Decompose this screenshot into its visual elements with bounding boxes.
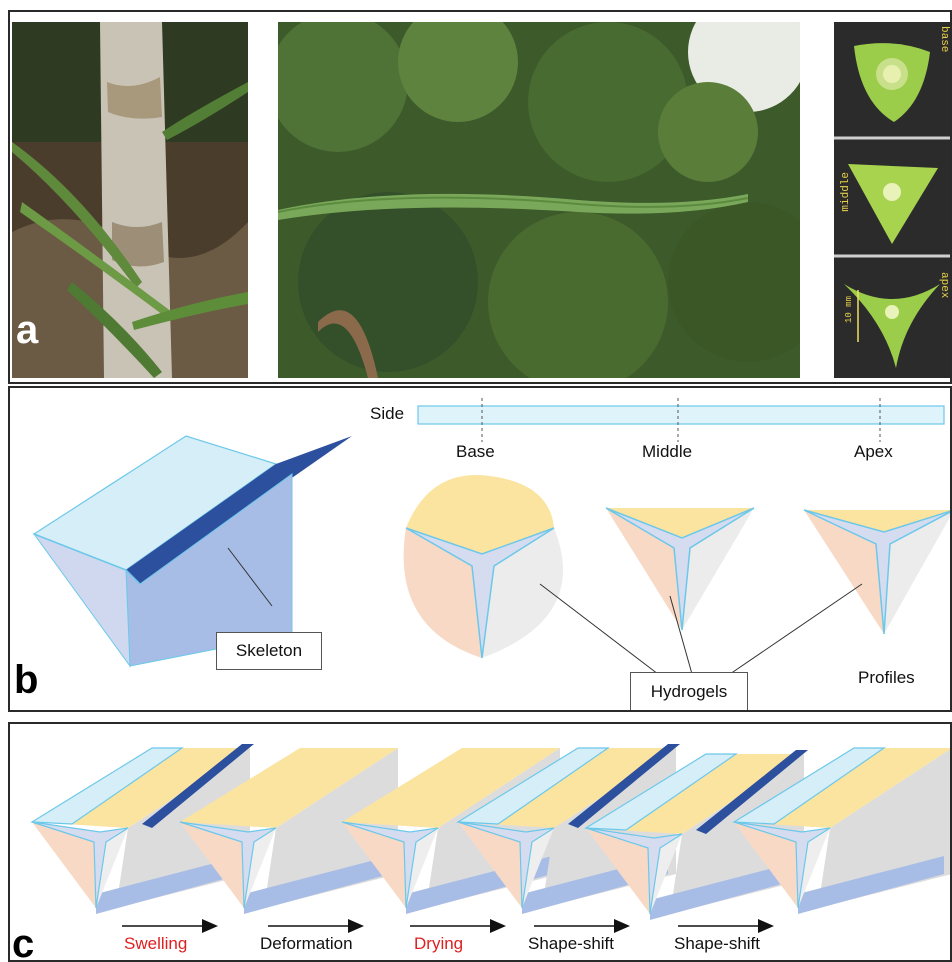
profile-apex [803, 509, 950, 635]
model-3-peach [342, 822, 410, 908]
model-1-base [96, 856, 242, 914]
model-3-skeleton [341, 821, 439, 909]
model-3-top [342, 748, 560, 828]
panel-b: Side Base Middle Apex Skeleton Hydrogels… [8, 386, 952, 712]
step-label-swelling: Swelling [124, 934, 188, 953]
skeleton-label-box: Skeleton [216, 632, 322, 670]
photo-stem-in-foliage-graphic [278, 22, 800, 378]
cross-section-graphic [834, 22, 950, 378]
profiles-label: Profiles [858, 668, 915, 687]
photo-vine-on-trunk-graphic [12, 22, 248, 378]
panel-c-letter: c [12, 922, 35, 962]
position-label-base: Base [456, 442, 495, 461]
model-2-top [180, 748, 398, 828]
skeleton-3d-model [32, 435, 352, 668]
model-6-skeleton [733, 821, 831, 909]
panel-b-letter: b [14, 658, 39, 702]
model-6-base [798, 856, 944, 914]
hydrogels-label-box: Hydrogels [630, 672, 748, 710]
model-2-base [244, 856, 390, 914]
model-2-skeleton [179, 821, 277, 909]
photo-cross-sections: base middle apex 10 mm [834, 22, 950, 378]
model-5-skeleton [585, 827, 683, 915]
profile-middle [605, 507, 755, 631]
position-label-apex: Apex [854, 442, 893, 461]
step-label-shape-shift-2: Shape-shift [674, 934, 760, 953]
hydrogels-label: Hydrogels [650, 682, 728, 701]
step-arrow-5-head [758, 919, 774, 933]
model-1-ridge [142, 744, 254, 828]
profile-base [403, 475, 563, 659]
section-label-middle: middle [840, 172, 852, 212]
panel-a-letter: a [16, 308, 39, 352]
model-5-peach [586, 828, 654, 914]
step-arrow-2-head [348, 919, 364, 933]
photo-vine-on-trunk [12, 22, 248, 378]
model-1-skin [30, 747, 184, 825]
model-5-base [650, 862, 796, 920]
model-4-skin [456, 747, 610, 825]
model-2-peach [180, 822, 248, 908]
panel-c: Swelling Deformation Drying Shape-shift … [8, 722, 952, 962]
step-label-drying: Drying [414, 934, 464, 953]
photo-stem-in-foliage [278, 22, 800, 378]
step-label-shape-shift-1: Shape-shift [528, 934, 614, 953]
step-label-deformation: Deformation [260, 934, 353, 953]
shape-sequence [30, 744, 950, 933]
side-bar [417, 398, 945, 442]
model-5-ridge [696, 750, 808, 834]
side-label: Side [370, 404, 405, 423]
section-label-base: base [938, 26, 950, 53]
step-arrow-4-head [614, 919, 630, 933]
model-4-peach [458, 822, 526, 908]
model-4-ridge [568, 744, 680, 828]
model-1-skeleton [31, 821, 129, 909]
position-label-middle: Middle [642, 442, 693, 461]
skeleton-label: Skeleton [235, 641, 303, 660]
step-arrow-3-head [490, 919, 506, 933]
panel-b-diagram [32, 398, 950, 675]
scale-bar-label: 10 mm [844, 296, 854, 324]
model-6-peach [734, 822, 802, 908]
model-1-peach [32, 822, 100, 908]
model-4-skeleton [457, 821, 555, 909]
section-label-apex: apex [938, 272, 950, 299]
model-5-skin [584, 753, 738, 831]
panel-a: base middle apex 10 mm a [8, 10, 952, 384]
step-arrow-1-head [202, 919, 218, 933]
model-6-skin [732, 747, 886, 825]
